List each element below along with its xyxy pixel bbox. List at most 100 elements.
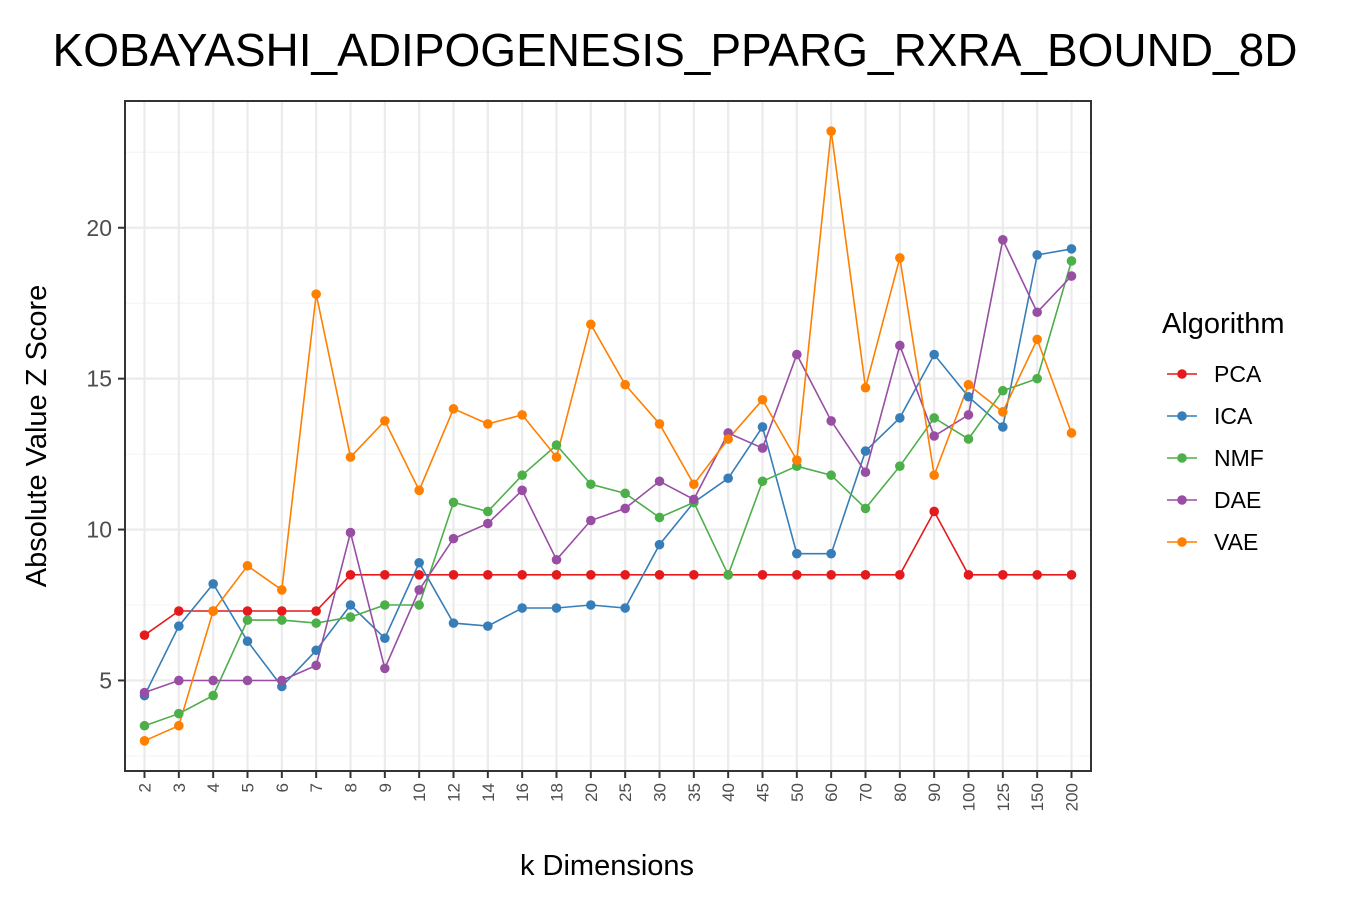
data-point-vae xyxy=(586,319,596,330)
legend-item-ica: ICA xyxy=(1167,403,1253,429)
data-point-vae xyxy=(895,253,905,263)
legend-label: ICA xyxy=(1214,403,1253,429)
data-point-nmf xyxy=(963,434,974,444)
data-point-nmf xyxy=(242,615,253,625)
series-lines xyxy=(143,131,1073,742)
data-point-ica xyxy=(757,422,768,432)
data-point-vae xyxy=(620,379,630,390)
data-point-pca xyxy=(517,570,527,580)
data-point-vae xyxy=(963,379,974,390)
data-point-nmf xyxy=(139,720,150,731)
x-tick-label: 25 xyxy=(616,783,635,802)
legend-item-vae: VAE xyxy=(1167,529,1258,555)
series-line-nmf xyxy=(144,260,1073,727)
series-line-vae xyxy=(144,131,1073,742)
x-tick-label: 90 xyxy=(925,783,944,802)
data-point-nmf xyxy=(551,440,562,450)
x-tick-label: 60 xyxy=(822,783,841,802)
data-point-vae xyxy=(1032,334,1042,345)
data-point-pca xyxy=(620,570,630,580)
data-point-dae xyxy=(620,503,630,514)
y-axis-title: Absolute Value Z Score xyxy=(21,285,53,588)
data-point-pca xyxy=(448,570,459,580)
x-tick-label: 125 xyxy=(994,783,1013,811)
x-tick-label: 150 xyxy=(1028,783,1047,811)
data-point-nmf xyxy=(414,600,424,610)
data-point-pca xyxy=(689,570,699,580)
x-axis-ticks: 2 3 4 5 6 7 8 9 10 12 14 16 18 20 25 30 35 40 45 50 60 70 80 90… xyxy=(136,771,1082,811)
data-point-nmf xyxy=(517,470,527,481)
data-point-pca xyxy=(586,570,596,580)
x-tick-label: 12 xyxy=(445,783,464,802)
x-tick-label: 10 xyxy=(410,783,429,802)
data-point-pca xyxy=(929,506,939,517)
x-tick-label: 50 xyxy=(788,783,807,802)
data-point-vae xyxy=(654,419,665,429)
data-point-pca xyxy=(551,570,562,580)
data-point-ica xyxy=(208,579,218,589)
data-point-dae xyxy=(242,675,253,686)
data-point-nmf xyxy=(1066,256,1077,266)
data-point-ica xyxy=(380,633,390,644)
data-point-nmf xyxy=(826,470,836,481)
data-point-dae xyxy=(517,485,527,496)
data-point-dae xyxy=(860,467,871,478)
data-point-vae xyxy=(517,410,527,420)
x-axis-title: k Dimensions xyxy=(520,850,694,882)
data-point-dae xyxy=(277,675,287,686)
legend-key-point xyxy=(1177,453,1187,463)
data-point-vae xyxy=(792,455,802,465)
data-point-nmf xyxy=(586,479,596,490)
y-tick-label: 15 xyxy=(86,366,112,392)
data-point-ica xyxy=(792,548,802,559)
data-point-vae xyxy=(929,470,939,481)
x-tick-label: 9 xyxy=(376,783,395,792)
data-point-vae xyxy=(1066,428,1077,438)
data-point-dae xyxy=(345,527,356,538)
data-point-vae xyxy=(345,452,356,462)
data-point-pca xyxy=(483,570,493,580)
data-point-dae xyxy=(208,675,218,686)
data-point-ica xyxy=(929,349,939,360)
legend-label: DAE xyxy=(1214,487,1261,513)
series-line-pca xyxy=(144,509,1072,636)
data-point-pca xyxy=(826,570,836,580)
data-point-pca xyxy=(311,606,321,616)
x-tick-label: 3 xyxy=(170,783,189,792)
data-point-dae xyxy=(414,585,424,595)
data-point-nmf xyxy=(208,690,218,701)
data-point-dae xyxy=(311,660,321,671)
data-point-nmf xyxy=(311,618,321,628)
data-point-nmf xyxy=(483,506,493,517)
data-point-vae xyxy=(242,560,253,571)
x-tick-label: 80 xyxy=(891,783,910,802)
series-line-dae xyxy=(144,237,1073,694)
data-point-vae xyxy=(311,289,321,299)
data-point-pca xyxy=(998,570,1008,580)
data-point-dae xyxy=(174,675,184,686)
legend-label: VAE xyxy=(1214,529,1258,555)
data-point-ica xyxy=(860,446,871,456)
data-point-dae xyxy=(757,443,768,453)
data-point-pca xyxy=(139,630,150,640)
data-point-ica xyxy=(723,473,733,484)
data-point-vae xyxy=(551,452,562,462)
data-point-vae xyxy=(757,394,768,405)
data-point-pca xyxy=(757,570,768,580)
legend-label: PCA xyxy=(1214,361,1262,387)
data-point-nmf xyxy=(448,497,459,508)
data-point-nmf xyxy=(174,708,184,719)
x-tick-label: 30 xyxy=(651,783,670,802)
data-point-ica xyxy=(311,645,321,656)
data-point-ica xyxy=(895,413,905,423)
legend: Algorithm PCA ICA NMF DAE VAE xyxy=(1162,308,1285,555)
data-point-dae xyxy=(792,349,802,360)
data-point-dae xyxy=(1066,271,1077,281)
data-point-pca xyxy=(1066,570,1077,580)
data-point-vae xyxy=(826,126,836,136)
data-point-ica xyxy=(345,600,356,610)
legend-key-point xyxy=(1177,495,1187,505)
data-point-dae xyxy=(1032,307,1042,318)
y-tick-label: 5 xyxy=(99,667,112,693)
data-point-pca xyxy=(860,570,871,580)
